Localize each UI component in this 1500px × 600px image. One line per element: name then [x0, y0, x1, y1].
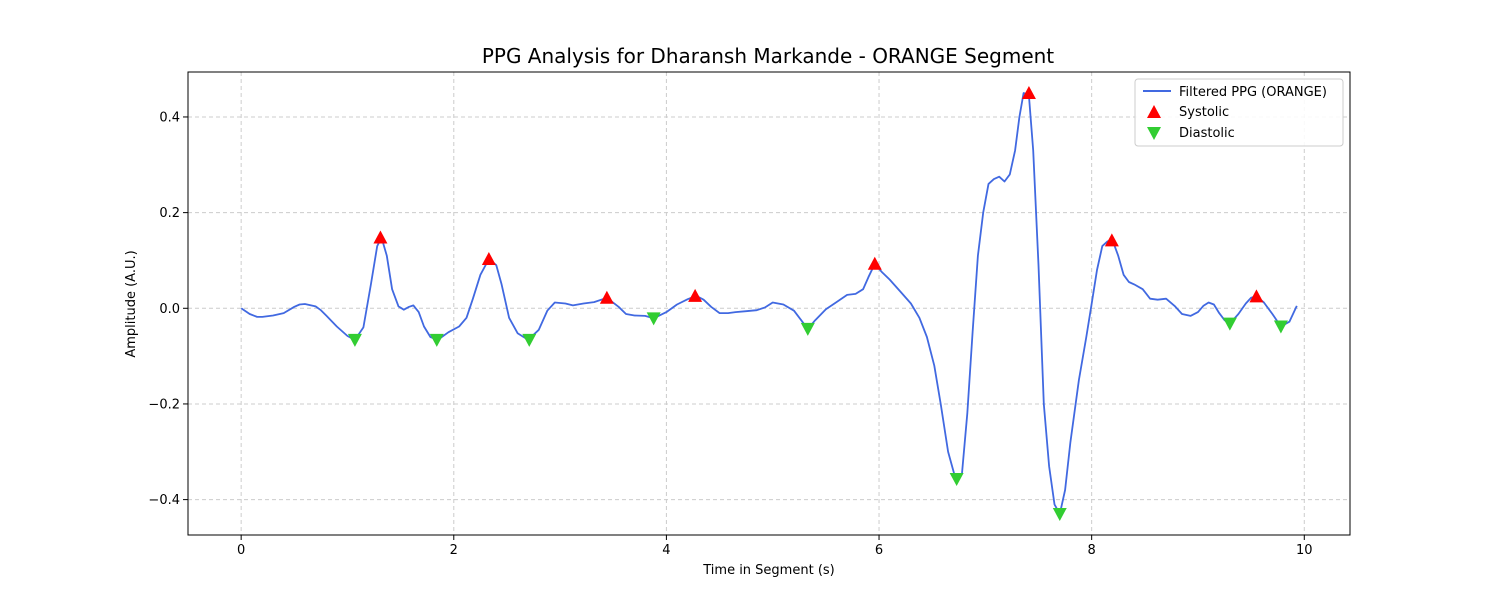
legend-label-systolic: Systolic: [1179, 105, 1229, 120]
diastolic-marker: [522, 333, 537, 347]
diastolic-marker: [429, 333, 444, 347]
legend-diastolic-marker: [1147, 127, 1161, 140]
diastolic-marker: [1052, 507, 1067, 521]
legend-label-diastolic: Diastolic: [1179, 126, 1235, 141]
systolic-marker: [481, 252, 496, 266]
x-tick-label: 0: [237, 543, 245, 558]
systolic-marker: [1249, 289, 1264, 303]
tick-layer: 0 2 4 6 8 10 −0.4 −0.2 0.0 0.2 0.4: [148, 110, 1312, 558]
y-axis-label: Amplitude (A.U.): [124, 250, 139, 357]
diastolic-marker: [1273, 320, 1288, 334]
x-tick-label: 4: [662, 543, 670, 558]
x-tick-label: 2: [450, 543, 458, 558]
legend-label-filtered: Filtered PPG (ORANGE): [1179, 85, 1327, 100]
diastolic-marker: [800, 322, 815, 336]
systolic-marker: [599, 290, 614, 304]
systolic-marker: [373, 230, 388, 244]
systolic-marker: [867, 256, 882, 270]
y-tick-label: 0.2: [159, 206, 180, 221]
filtered-ppg-line: [240, 92, 1298, 515]
systolic-marker: [1104, 233, 1119, 247]
series-layer: [240, 86, 1298, 521]
plot-frame: [187, 71, 1351, 536]
y-tick-label: −0.4: [148, 493, 180, 508]
legend-box: [1134, 78, 1344, 147]
y-tick-label: 0.4: [159, 110, 180, 125]
x-axis-label: Time in Segment (s): [702, 563, 834, 578]
legend-systolic-marker: [1147, 105, 1161, 118]
systolic-marker: [1021, 86, 1036, 100]
diastolic-marker: [347, 333, 362, 347]
diastolic-marker: [646, 312, 661, 326]
chart-title: PPG Analysis for Dharansh Markande - ORA…: [482, 44, 1054, 68]
diastolic-marker: [949, 473, 964, 487]
systolic-marker: [688, 288, 703, 302]
legend: Filtered PPG (ORANGE) Systolic Diastolic: [1134, 78, 1344, 147]
x-tick-label: 8: [1088, 543, 1096, 558]
x-tick-label: 6: [875, 543, 883, 558]
y-tick-label: 0.0: [159, 302, 180, 317]
x-tick-label: 10: [1296, 543, 1313, 558]
y-tick-label: −0.2: [148, 397, 180, 412]
diastolic-marker: [1222, 317, 1237, 331]
